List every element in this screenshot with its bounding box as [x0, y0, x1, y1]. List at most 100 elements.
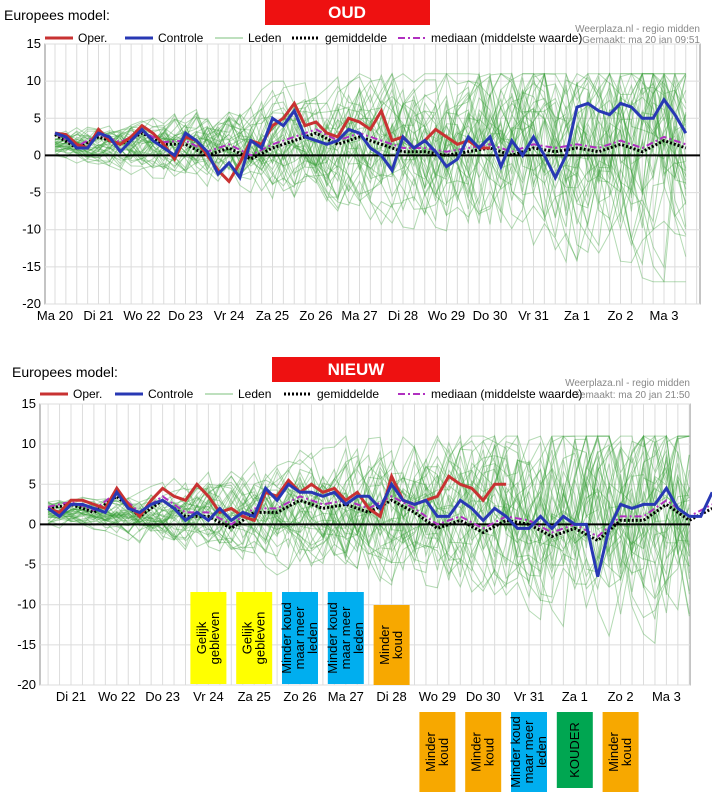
x-tick-label: Zo 26: [283, 689, 316, 704]
y-tick-label: -20: [17, 677, 36, 692]
annotation-label: Gelijk: [194, 621, 209, 654]
leden-line: [54, 72, 687, 261]
legend-label: Controle: [148, 387, 194, 401]
leden-line: [48, 435, 690, 645]
x-tick-label: Ma 3: [650, 308, 679, 323]
annotation-box: [373, 605, 410, 685]
leden-line: [54, 72, 687, 209]
leden-line: [47, 446, 690, 586]
leden-line: [47, 435, 690, 593]
x-tick-label: Di 28: [388, 308, 418, 323]
x-tick-label: Di 28: [376, 689, 406, 704]
chart-oud-badge-label: OUD: [328, 3, 366, 22]
leden-line: [48, 434, 690, 568]
leden-line: [54, 73, 687, 247]
leden-line: [47, 467, 690, 620]
annotation-label: maar meer: [521, 720, 536, 784]
x-tick-label: Do 30: [466, 689, 501, 704]
plot-area: [44, 43, 701, 305]
y-tick-label: -5: [24, 557, 36, 572]
x-tick-label: Ma 3: [652, 689, 681, 704]
y-tick-label: -15: [22, 259, 41, 274]
annotation-label: maar meer: [338, 606, 353, 670]
annotation-label: Minder: [377, 624, 392, 664]
legend-label: Leden: [248, 31, 281, 45]
annotation-label: Minder: [423, 731, 438, 771]
leden-line: [47, 435, 690, 600]
annotation-label: Gelijk: [240, 621, 255, 654]
series-line: [47, 481, 712, 577]
leden-line: [54, 86, 687, 201]
chart-nieuw-made: Gemaakt: ma 20 jan 21:50: [572, 390, 690, 401]
leden-line: [54, 72, 686, 262]
x-tick-label: Di 21: [83, 308, 113, 323]
annotation-label: Minder koud: [325, 602, 340, 674]
x-tick-label: Za 25: [256, 308, 289, 323]
leden-line: [54, 72, 686, 247]
leden-line: [48, 434, 690, 591]
legend-label: mediaan (middelste waarde): [431, 387, 582, 401]
chart-nieuw-source: Weerplaza.nl - regio midden: [565, 378, 690, 389]
leden-line: [47, 434, 690, 568]
leden-line: [47, 434, 690, 581]
leden-line: [54, 73, 687, 196]
chart-nieuw-plot: 15 10 5 0 -5 -10 -15 -20 Di 21 Wo 22 Do 23 Vr 24 Za …: [17, 387, 712, 704]
annotation-label: gebleven: [207, 612, 222, 665]
y-tick-label: 10: [22, 436, 36, 451]
x-tick-label: Do 30: [473, 308, 508, 323]
y-tick-label: 15: [22, 396, 36, 411]
leden-line: [47, 447, 690, 574]
chart-oud-source: Weerplaza.nl - regio midden: [575, 24, 700, 35]
annotation-label: KOUDER: [567, 722, 582, 778]
annotation-label: gebleven: [253, 612, 268, 665]
leden-line: [48, 450, 690, 591]
y-tick-label: 5: [34, 110, 41, 125]
leden-line: [48, 463, 690, 615]
leden-line: [54, 79, 687, 223]
chart-oud-badge: [265, 0, 430, 25]
annotation-label: koud: [390, 631, 405, 659]
leden-line: [54, 80, 687, 254]
x-tick-label: Vr 24: [193, 689, 224, 704]
annotation-text-group: KOUDER: [567, 722, 582, 778]
leden-line: [54, 73, 687, 199]
leden-line: [48, 435, 690, 585]
leden-line: [54, 73, 687, 228]
chart-nieuw-badge: [272, 357, 440, 382]
annotation-label: koud: [619, 738, 634, 766]
leden-line: [47, 435, 690, 614]
leden-line: [54, 73, 687, 204]
x-tick-label: Zo 26: [299, 308, 332, 323]
leden-line: [54, 101, 687, 283]
x-tick-label: Do 23: [168, 308, 203, 323]
leden-line: [54, 73, 687, 225]
y-tick-label: 0: [29, 516, 36, 531]
series-line: [47, 491, 712, 538]
y-tick-label: -10: [22, 222, 41, 237]
leden-line: [54, 73, 687, 206]
leden-line: [54, 72, 686, 217]
leden-line: [54, 72, 687, 192]
annotation-label: Minder: [606, 731, 621, 771]
series-line: [47, 472, 507, 523]
y-tick-label: -10: [17, 597, 36, 612]
annotation-label: Minder: [469, 731, 484, 771]
leden-line: [54, 73, 687, 202]
x-tick-label: Vr 31: [514, 689, 545, 704]
leden-line: [48, 444, 690, 617]
x-tick-label: Do 23: [145, 689, 180, 704]
annotation-box: [602, 712, 639, 792]
leden-line: [54, 72, 687, 257]
leden-line: [47, 455, 690, 638]
x-tick-label: Za 25: [238, 689, 271, 704]
chart-nieuw-badge-label: NIEUW: [328, 360, 386, 379]
leden-line: [54, 73, 687, 233]
y-tick-label: 10: [27, 73, 41, 88]
chart-nieuw: Europees model: NIEUW Weerplaza.nl - reg…: [12, 357, 712, 704]
annotation-box: [190, 592, 227, 684]
